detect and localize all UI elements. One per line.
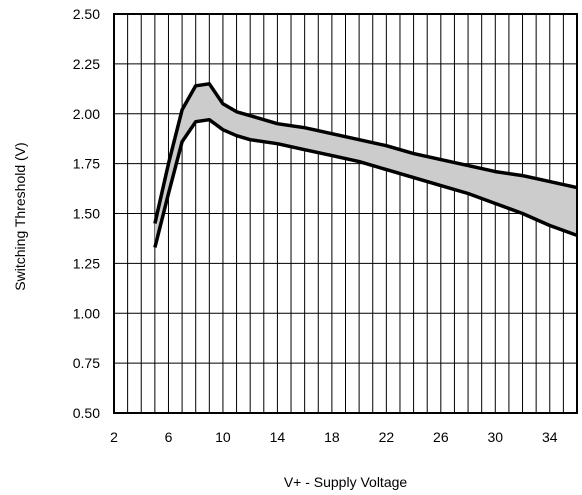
x-axis-label: V+ - Supply Voltage <box>284 474 408 490</box>
y-tick-labels: 0.50 0.75 1.00 1.25 1.50 1.75 2.00 2.25 2.50 <box>73 6 100 421</box>
y-tick-label: 1.75 <box>73 156 100 172</box>
lower-threshold-line <box>153 117 578 248</box>
x-tick-label: 34 <box>542 429 558 445</box>
y-tick-label: 2.25 <box>73 56 100 72</box>
y-tick-label: 2.50 <box>73 6 100 22</box>
x-tick-label: 14 <box>270 429 286 445</box>
y-tick-label: 1.25 <box>73 255 100 271</box>
x-tick-labels: 2 6 10 14 18 22 26 30 34 <box>110 429 558 445</box>
threshold-band-area <box>154 83 577 248</box>
x-tick-label: 26 <box>433 429 449 445</box>
x-tick-label: 18 <box>324 429 340 445</box>
y-tick-label: 1.50 <box>73 206 100 222</box>
upper-threshold-line <box>153 82 578 224</box>
plot-frame <box>113 13 578 414</box>
y-tick-label: 1.00 <box>73 305 100 321</box>
x-tick-label: 6 <box>165 429 173 445</box>
x-tick-label: 22 <box>379 429 395 445</box>
major-grid <box>114 63 577 364</box>
x-tick-label: 2 <box>110 429 118 445</box>
y-axis-label: Switching Threshold (V) <box>12 142 28 290</box>
series-lines <box>153 82 578 248</box>
y-tick-label: 0.50 <box>73 405 100 421</box>
y-tick-label: 2.00 <box>73 106 100 122</box>
y-tick-label: 0.75 <box>73 355 100 371</box>
x-tick-label: 10 <box>215 429 231 445</box>
x-tick-label: 30 <box>488 429 504 445</box>
